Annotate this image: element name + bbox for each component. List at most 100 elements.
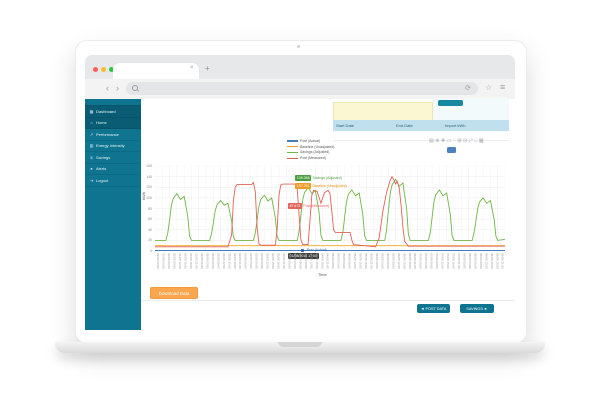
legend-entry[interactable]: Savings (Adjusted) bbox=[287, 150, 334, 156]
zoom-icon[interactable]: ⊕ bbox=[435, 138, 440, 144]
camera-icon[interactable]: ▤ bbox=[429, 138, 434, 144]
x-axis-title: Time bbox=[318, 272, 327, 277]
window-minimize-button[interactable] bbox=[101, 67, 106, 72]
tooltip-series-label: Baseline (Unadjusted) bbox=[312, 184, 347, 189]
browser-tab[interactable] bbox=[113, 63, 199, 79]
x-tick-label: 02/08 09:00 bbox=[216, 253, 221, 269]
baseline-tooltip: 137.261 Baseline (Unadjusted) bbox=[295, 183, 347, 190]
chart-edit-badge[interactable] bbox=[447, 147, 456, 153]
x-tick-label: 03/08 12:00 bbox=[265, 253, 270, 269]
x-tick-label: 04/08 15:00 bbox=[314, 253, 319, 269]
plotly-logo-icon[interactable]: ▩ bbox=[478, 138, 484, 144]
savings-label: SAVINGS bbox=[466, 306, 483, 311]
x-tick-label: 03/08 00:00 bbox=[243, 253, 248, 269]
x-tick-label: 04/08 18:00 bbox=[320, 253, 325, 269]
x-tick-label: 06/08 12:00 bbox=[396, 253, 401, 269]
y-tick-label: 60 bbox=[148, 217, 152, 222]
back-button[interactable]: ‹ bbox=[106, 83, 109, 93]
legend-swatch bbox=[287, 140, 298, 142]
sidebar-item-energy-intensity[interactable]: ▥ Energy Intensity bbox=[85, 141, 141, 152]
x-tick-label: 03/08 18:00 bbox=[276, 253, 281, 269]
legend-entry[interactable]: Post (Actual) bbox=[287, 138, 334, 144]
tooltip-series-label: Post (Measured) bbox=[303, 203, 330, 208]
x-tick-label: 06/08 00:00 bbox=[374, 253, 379, 269]
reset-axes-icon[interactable]: ⌂ bbox=[474, 138, 478, 144]
legend-label: Baseline (Unadjusted) bbox=[300, 144, 335, 149]
pan-icon[interactable]: ✚ bbox=[440, 138, 446, 144]
sidebar-item-performance[interactable]: ↗ Performance bbox=[85, 129, 141, 141]
chart-modebar: ▤ ⊕ ✚ ▭ ◌ ⊞ ⊟ ⤢ ⌂ ▩ bbox=[429, 138, 484, 144]
x-tick-label: 04/08 03:00 bbox=[292, 253, 297, 269]
x-tick-label: 06/08 03:00 bbox=[380, 253, 385, 269]
sidebar-item-dashboard[interactable]: ▦ Dashboard bbox=[85, 105, 141, 118]
x-tick-label: 07/08 15:00 bbox=[446, 253, 451, 269]
table-action-button[interactable] bbox=[438, 100, 463, 106]
x-tick-label: 01/08 06:00 bbox=[167, 253, 172, 269]
tooltip-value: 139.268 bbox=[295, 175, 312, 182]
x-tick-label: 08/08 03:00 bbox=[467, 253, 472, 269]
sidebar-item-label: Dashboard bbox=[96, 108, 116, 114]
bookmark-star-icon[interactable]: ☆ bbox=[485, 83, 493, 92]
sidebar-item-savings[interactable]: $ Savings bbox=[85, 152, 141, 164]
y-tick-label: 40 bbox=[148, 227, 152, 232]
x-tick-label: 03/08 09:00 bbox=[260, 253, 265, 269]
x-tick-label: 04/08 09:00 bbox=[303, 253, 308, 269]
x-axis-ticks: 01/08 00:00 01/08 03:00 01/08 06:00 01/08 0… bbox=[155, 253, 505, 275]
y-tick-label: 80 bbox=[148, 206, 152, 211]
x-tick-label: 03/08 15:00 bbox=[271, 253, 276, 269]
lasso-icon[interactable]: ◌ bbox=[452, 138, 456, 144]
legend-entry[interactable]: Post (Measured) bbox=[287, 155, 334, 161]
sidebar-item-label: Alerts bbox=[96, 166, 107, 172]
zoom-out-icon[interactable]: ⊟ bbox=[463, 138, 468, 144]
window-close-button[interactable] bbox=[93, 67, 98, 72]
x-tick-label: 07/08 09:00 bbox=[435, 253, 440, 269]
savings-button[interactable]: SAVINGS ► bbox=[460, 304, 494, 313]
window-zoom-button[interactable] bbox=[109, 67, 114, 72]
data-table-header: Start Date End Date Import kWh bbox=[333, 120, 509, 131]
chart-plot-area[interactable]: 139.268 Savings (Adjusted) 137.261 Baseline… bbox=[154, 165, 506, 259]
x-tick-label: 02/08 15:00 bbox=[227, 253, 232, 269]
sidebar-item-home[interactable]: ⌂ Home bbox=[85, 117, 141, 129]
x-tick-label: 06/08 18:00 bbox=[407, 253, 412, 269]
legend-label: Post (Measured) bbox=[300, 156, 326, 161]
legend-label: Post (Actual) bbox=[300, 138, 321, 143]
x-tick-label: 01/08 21:00 bbox=[194, 253, 199, 269]
autoscale-icon[interactable]: ⤢ bbox=[468, 138, 473, 144]
zoom-in-icon[interactable]: ⊞ bbox=[457, 138, 462, 144]
data-table-empty-row bbox=[333, 131, 509, 141]
x-tick-label: 06/08 15:00 bbox=[402, 253, 407, 269]
search-icon bbox=[132, 85, 138, 91]
series-post-measured- bbox=[155, 175, 505, 248]
x-tick-label: 06/08 09:00 bbox=[391, 253, 396, 269]
y-tick-label: 20 bbox=[148, 238, 152, 243]
x-tick-label: 07/08 21:00 bbox=[456, 253, 461, 269]
post-data-button[interactable]: ◄ POST DATA bbox=[417, 304, 450, 313]
box-select-icon[interactable]: ▭ bbox=[446, 138, 452, 144]
legend-entry[interactable]: Baseline (Unadjusted) bbox=[287, 144, 334, 150]
y-tick-label: 100 bbox=[146, 195, 152, 200]
x-tick-label: 08/08 18:00 bbox=[495, 253, 500, 269]
browser-menu-icon[interactable]: ≡ bbox=[500, 82, 506, 92]
x-tick-label: 05/08 15:00 bbox=[358, 253, 363, 269]
x-tick-label: 05/08 03:00 bbox=[336, 253, 341, 269]
sidebar-item-alerts[interactable]: ● Alerts bbox=[85, 164, 141, 175]
laptop-base bbox=[55, 342, 545, 353]
x-tick-label: 04/08 06:00 bbox=[298, 253, 303, 269]
tab-close-icon[interactable]: × bbox=[190, 65, 194, 71]
legend-swatch bbox=[287, 157, 298, 160]
series-savings-adjusted- bbox=[155, 178, 506, 241]
new-tab-button[interactable]: + bbox=[205, 64, 210, 73]
sidebar-item-logout[interactable]: ⇥ Logout bbox=[85, 175, 141, 187]
x-tick-label: 02/08 21:00 bbox=[238, 253, 243, 269]
x-tick-label: 02/08 12:00 bbox=[221, 253, 226, 269]
x-tick-label: 07/08 03:00 bbox=[424, 253, 429, 269]
url-bar[interactable] bbox=[126, 82, 478, 95]
forward-button[interactable]: › bbox=[116, 83, 119, 93]
x-tick-label: 07/08 12:00 bbox=[440, 253, 445, 269]
tooltip-series-label: Savings (Adjusted) bbox=[312, 176, 342, 181]
x-tick-label: 01/08 03:00 bbox=[161, 253, 166, 269]
reload-icon[interactable]: ⟳ bbox=[465, 85, 471, 92]
legend-swatch bbox=[287, 151, 298, 154]
x-tick-label: 05/08 12:00 bbox=[353, 253, 358, 269]
download-data-button[interactable]: Download Data bbox=[150, 287, 198, 299]
